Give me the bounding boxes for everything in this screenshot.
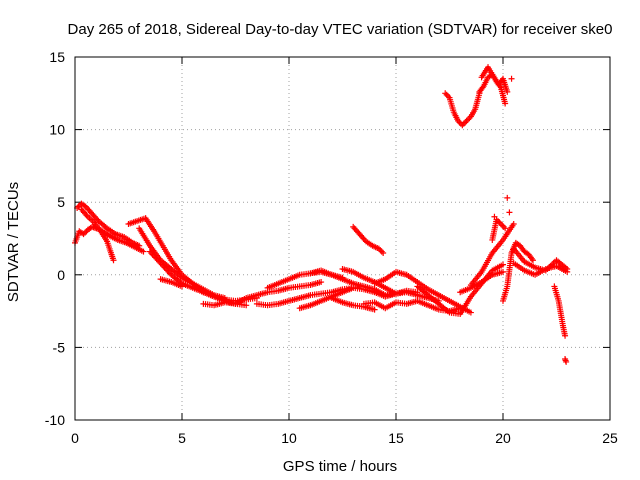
y-tick-label: 5 bbox=[57, 194, 65, 210]
x-axis-title: GPS time / hours bbox=[283, 458, 397, 475]
data-point bbox=[508, 75, 515, 82]
data-point bbox=[371, 306, 378, 313]
data-point bbox=[467, 309, 474, 316]
data-point bbox=[496, 219, 503, 226]
axis-ticks bbox=[74, 56, 611, 421]
data-point bbox=[500, 268, 506, 275]
chart-title: Day 265 of 2018, Sidereal Day-to-day VTE… bbox=[68, 21, 613, 38]
data-point bbox=[506, 209, 513, 216]
x-tick-label: 25 bbox=[602, 430, 618, 446]
tick-labels: 0 5 10 15 20 25 -10 -5 0 5 10 15 bbox=[45, 49, 618, 446]
data-point bbox=[136, 242, 143, 249]
x-tick-label: 15 bbox=[388, 430, 404, 446]
data-point bbox=[500, 223, 507, 230]
y-tick-label: 0 bbox=[57, 267, 65, 283]
data-point bbox=[463, 117, 470, 124]
y-axis-title: SDTVAR / TECUs bbox=[5, 182, 22, 302]
data-point bbox=[499, 222, 506, 229]
data-points bbox=[72, 64, 571, 365]
data-point bbox=[110, 257, 117, 264]
data-point bbox=[562, 332, 569, 339]
data-point bbox=[510, 220, 517, 227]
y-tick-label: 15 bbox=[49, 49, 65, 65]
data-point bbox=[460, 120, 467, 127]
data-point bbox=[504, 88, 511, 95]
y-tick-label: -5 bbox=[53, 339, 66, 355]
data-point bbox=[443, 91, 450, 98]
grid-lines bbox=[75, 57, 610, 420]
data-point bbox=[564, 265, 571, 272]
x-tick-label: 5 bbox=[178, 430, 186, 446]
data-point bbox=[380, 250, 387, 257]
plot-frame bbox=[74, 56, 611, 421]
x-tick-label: 10 bbox=[281, 430, 297, 446]
data-point bbox=[140, 248, 147, 255]
data-point bbox=[491, 213, 498, 220]
data-point bbox=[179, 283, 185, 290]
data-point bbox=[243, 302, 250, 309]
data-point bbox=[465, 116, 472, 123]
data-point bbox=[378, 248, 385, 255]
data-point bbox=[459, 122, 466, 129]
data-point bbox=[318, 279, 325, 286]
data-point bbox=[81, 229, 88, 236]
data-point bbox=[563, 358, 570, 365]
data-point bbox=[529, 257, 536, 264]
y-tick-label: -10 bbox=[45, 412, 65, 428]
data-point bbox=[442, 90, 449, 97]
data-point bbox=[502, 225, 509, 232]
data-point bbox=[500, 261, 506, 268]
data-point bbox=[502, 100, 509, 107]
y-tick-label: 10 bbox=[49, 122, 65, 138]
data-point bbox=[462, 119, 469, 126]
x-tick-label: 0 bbox=[71, 430, 79, 446]
x-tick-label: 20 bbox=[495, 430, 511, 446]
data-point bbox=[504, 194, 511, 201]
